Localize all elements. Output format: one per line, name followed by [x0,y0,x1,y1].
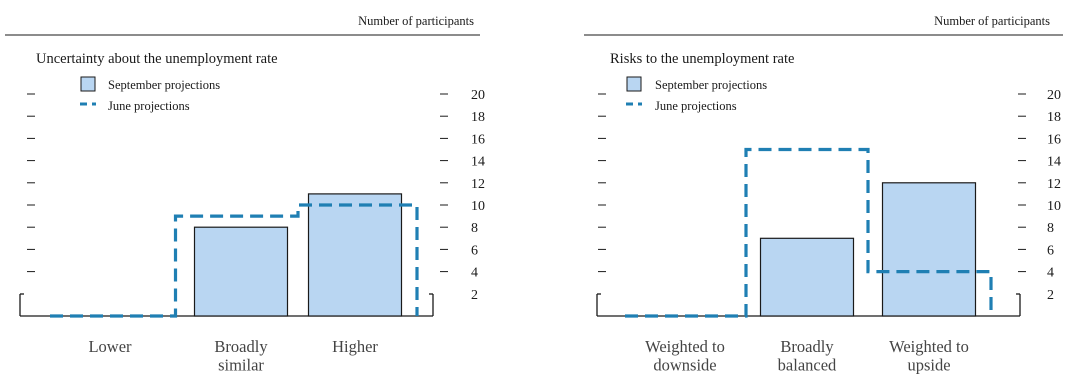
x-category-label-line: Weighted to [889,337,969,356]
x-category-label: Broadly similar [214,337,268,375]
y-tick-label: 4 [471,266,478,281]
legend-label-september: September projections [655,78,767,92]
legend-swatch-bar [80,76,96,92]
y-tick-label: 8 [471,221,478,236]
x-category-label: Broadly balanced [778,337,837,375]
y-tick-label: 2 [471,288,478,303]
x-category-label-line: Broadly [780,337,834,356]
chart-panel-risks: Number of participants Risks to the unem… [584,14,1063,375]
y-tick-label: 20 [471,88,485,103]
x-category-label-line: Broadly [214,337,268,356]
legend-label-june: June projections [655,99,737,113]
x-category-label: Higher [332,337,378,356]
x-category-label: Weighted to upside [889,337,969,375]
y-tick-label: 8 [1047,221,1054,236]
y-tick-label: 16 [1047,132,1061,147]
chart-panel-uncertainty: Number of participants Uncertainty about… [5,14,485,375]
series-june-projections [50,203,419,318]
chart-title: Uncertainty about the unemployment rate [36,51,278,67]
legend: September projections June projections [80,76,220,113]
x-category-label: Weighted to downside [645,337,725,375]
legend: September projections June projections [626,76,767,113]
units-label: Number of participants [358,14,474,28]
bar-september-2 [881,182,977,317]
y-tick-label: 12 [471,177,485,192]
y-tick-label: 14 [471,155,485,170]
y-tick-label: 2 [1047,288,1054,303]
chart-title: Risks to the unemployment rate [610,51,794,67]
y-tick-label: 6 [471,243,478,258]
y-tick-label: 14 [1047,155,1061,170]
legend-label-june: June projections [108,99,190,113]
y-tick-label: 10 [1047,199,1061,214]
x-category-label-line: upside [907,356,950,375]
y-tick-label: 6 [1047,243,1054,258]
series-june-projections [625,147,993,318]
y-tick-label: 18 [1047,110,1061,125]
x-category-label-line: Lower [88,337,132,356]
x-category-label-line: balanced [778,356,837,375]
y-tick-label: 20 [1047,88,1061,103]
y-tick-label: 18 [471,110,485,125]
x-category-label-line: downside [653,356,716,375]
x-category-label: Lower [88,337,132,356]
units-label: Number of participants [934,14,1050,28]
x-category-label-line: Weighted to [645,337,725,356]
x-category-label-line: similar [218,356,264,375]
y-tick-label: 12 [1047,177,1061,192]
y-tick-label: 10 [471,199,485,214]
plot-area: 2 4 6 8 10 12 14 16 18 20 Lower Broadly similar Highe… [19,88,485,375]
x-category-label-line: Higher [332,337,378,356]
legend-swatch-bar [626,76,642,92]
bar-september-1 [759,237,855,317]
y-tick-label: 16 [471,132,485,147]
legend-label-september: September projections [108,78,220,92]
bar-september-1 [193,226,289,317]
y-tick-label: 4 [1047,266,1054,281]
bar-september-2 [307,193,403,317]
